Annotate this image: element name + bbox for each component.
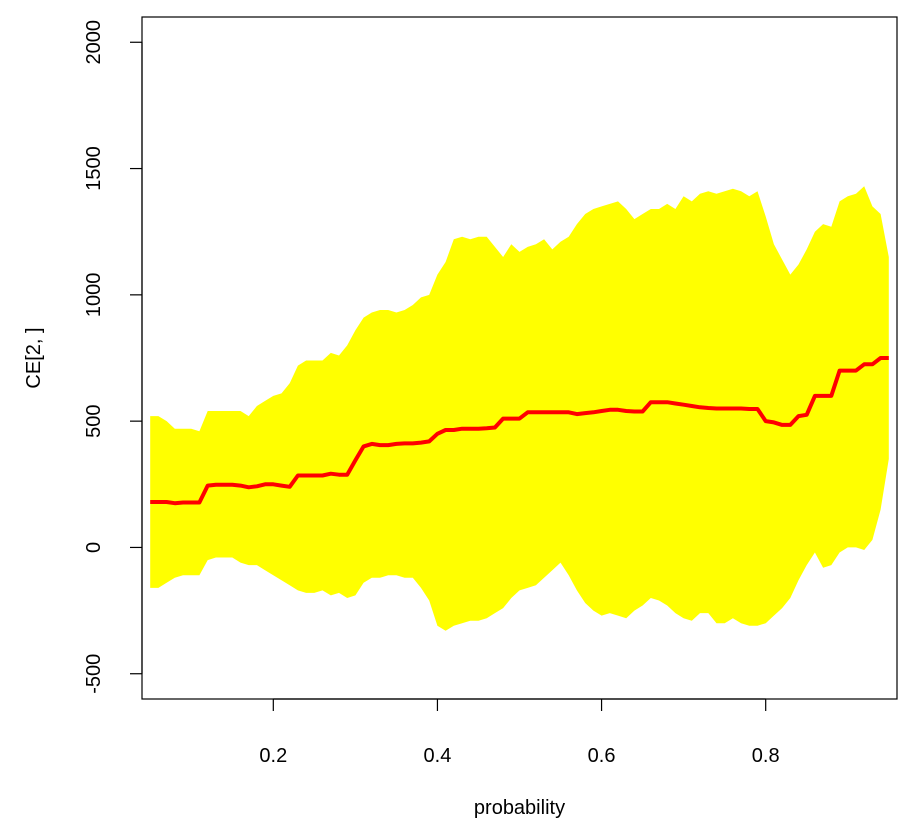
x-tick-label: 0.4 <box>424 745 452 767</box>
y-tick-label: 500 <box>83 404 105 437</box>
plot-area <box>150 186 889 631</box>
y-tick-label: 0 <box>83 542 105 553</box>
y-tick-label: 1000 <box>83 273 105 318</box>
x-tick-label: 0.2 <box>259 745 287 767</box>
y-tick-label: 1500 <box>83 146 105 191</box>
y-axis-label: CE[2, ] <box>23 327 45 388</box>
x-tick-label: 0.6 <box>588 745 616 767</box>
x-tick-label: 0.8 <box>752 745 780 767</box>
y-tick-label: 2000 <box>83 20 105 65</box>
confidence-band <box>150 186 889 631</box>
y-axis: -500 0 500 1000 1500 2000 <box>83 20 143 694</box>
x-axis-label: probability <box>474 797 565 819</box>
x-axis: 0.2 0.4 0.6 0.8 <box>259 698 780 767</box>
central-estimate-line <box>150 356 889 506</box>
y-tick-label: -500 <box>83 654 105 694</box>
